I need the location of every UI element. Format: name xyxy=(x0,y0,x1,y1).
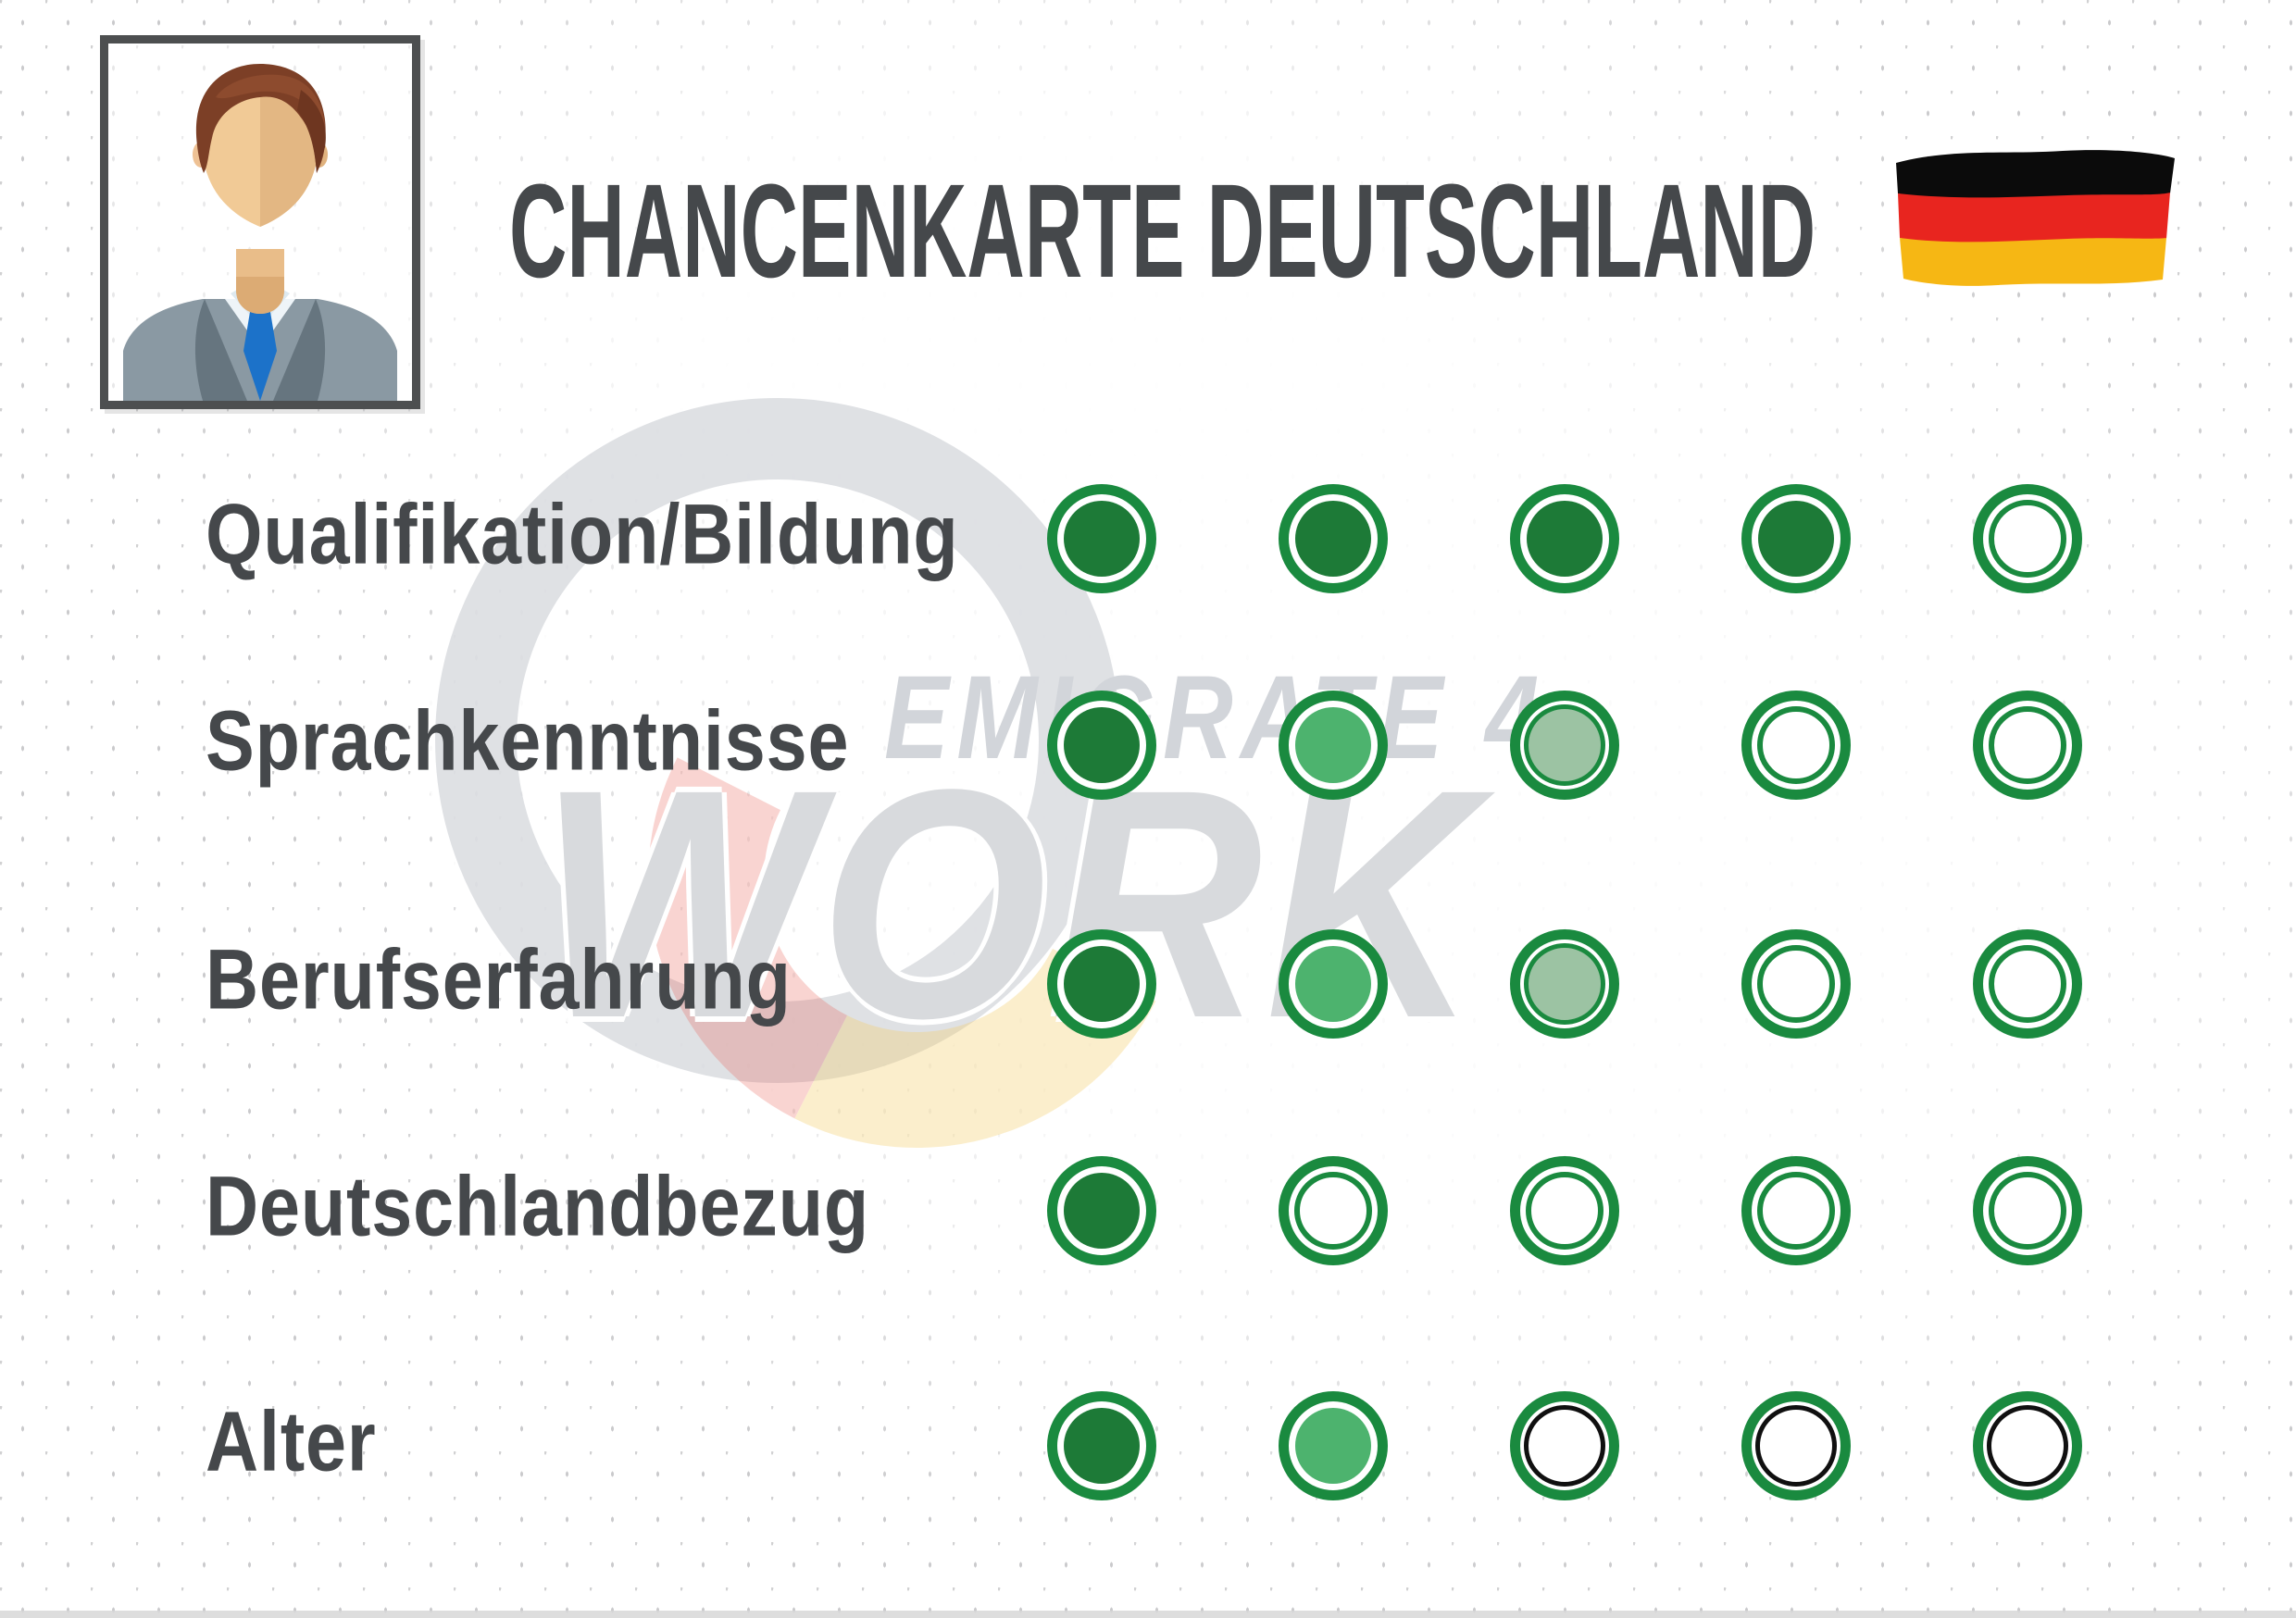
rating-dot-medium xyxy=(1279,691,1388,800)
rating-dot-dark xyxy=(1510,484,1619,593)
rating-dot-core xyxy=(1757,945,1835,1023)
applicant-photo xyxy=(100,35,420,409)
rating-dot-core xyxy=(1295,946,1371,1022)
rating-dot-empty xyxy=(1279,1156,1388,1265)
rating-dot-empty xyxy=(1973,1156,2082,1265)
rating-dot-light xyxy=(1510,929,1619,1039)
rating-dot-medium xyxy=(1279,1391,1388,1500)
rating-dot-dark xyxy=(1047,1156,1156,1265)
rating-row: Sprachkenntnisse xyxy=(0,671,2296,819)
rating-row: Qualifikation/Bildung xyxy=(0,465,2296,613)
rating-dot-core xyxy=(1524,704,1605,786)
rating-dot-dark xyxy=(1279,484,1388,593)
rating-dot-empty xyxy=(1741,929,1851,1039)
rating-dot-core xyxy=(1064,1408,1140,1484)
rating-dot-empty-black xyxy=(1973,1391,2082,1500)
rating-dot-core xyxy=(1987,1405,2068,1487)
rating-row: Alter xyxy=(0,1372,2296,1520)
rating-dot-core xyxy=(1524,943,1605,1025)
germany-flag-icon xyxy=(1887,141,2183,289)
rating-dot-core xyxy=(1295,501,1371,577)
rating-dot-core xyxy=(1526,1172,1603,1250)
rating-dot-core xyxy=(1295,1408,1371,1484)
row-label: Alter xyxy=(206,1394,377,1489)
page-title: CHANCENKARTE DEUTSCHLAND xyxy=(509,156,1816,305)
rating-row: Deutschlandbezug xyxy=(0,1137,2296,1285)
rating-dot-core xyxy=(1757,706,1835,784)
rating-dot-core xyxy=(1758,501,1834,577)
row-label: Deutschlandbezug xyxy=(206,1159,870,1254)
rating-dot-dark xyxy=(1047,484,1156,593)
row-label: Qualifikation/Bildung xyxy=(206,487,959,582)
rating-dot-dark xyxy=(1047,929,1156,1039)
row-label: Berufserfahrung xyxy=(206,932,792,1027)
rating-dot-core xyxy=(1295,707,1371,783)
rating-dot-empty xyxy=(1510,1156,1619,1265)
rating-dot-core xyxy=(1989,1172,2066,1250)
rating-dot-core xyxy=(1064,501,1140,577)
rating-row: Berufserfahrung xyxy=(0,910,2296,1058)
rating-dot-empty-black xyxy=(1510,1391,1619,1500)
rating-dot-empty xyxy=(1973,691,2082,800)
rating-dot-core xyxy=(1527,501,1603,577)
rating-dot-dark xyxy=(1741,484,1851,593)
rating-dot-core xyxy=(1989,706,2066,784)
rating-dot-empty-black xyxy=(1741,1391,1851,1500)
rating-dot-empty xyxy=(1741,691,1851,800)
rating-dot-empty xyxy=(1741,1156,1851,1265)
rating-dot-empty xyxy=(1973,929,2082,1039)
rating-dot-core xyxy=(1064,707,1140,783)
rating-dot-dark xyxy=(1047,691,1156,800)
rating-dot-empty xyxy=(1973,484,2082,593)
rating-dot-light xyxy=(1510,691,1619,800)
rating-dot-medium xyxy=(1279,929,1388,1039)
rating-dot-core xyxy=(1064,946,1140,1022)
rating-dot-dark xyxy=(1047,1391,1156,1500)
rating-dot-core xyxy=(1064,1173,1140,1249)
man-avatar-icon xyxy=(123,64,397,401)
rating-dot-core xyxy=(1755,1405,1837,1487)
rating-dot-core xyxy=(1989,500,2066,578)
rating-dot-core xyxy=(1989,945,2066,1023)
bottom-edge-line xyxy=(0,1611,2296,1618)
row-label: Sprachkenntnisse xyxy=(206,693,850,789)
rating-dot-core xyxy=(1757,1172,1835,1250)
rating-dot-core xyxy=(1294,1172,1372,1250)
rating-dot-core xyxy=(1524,1405,1605,1487)
